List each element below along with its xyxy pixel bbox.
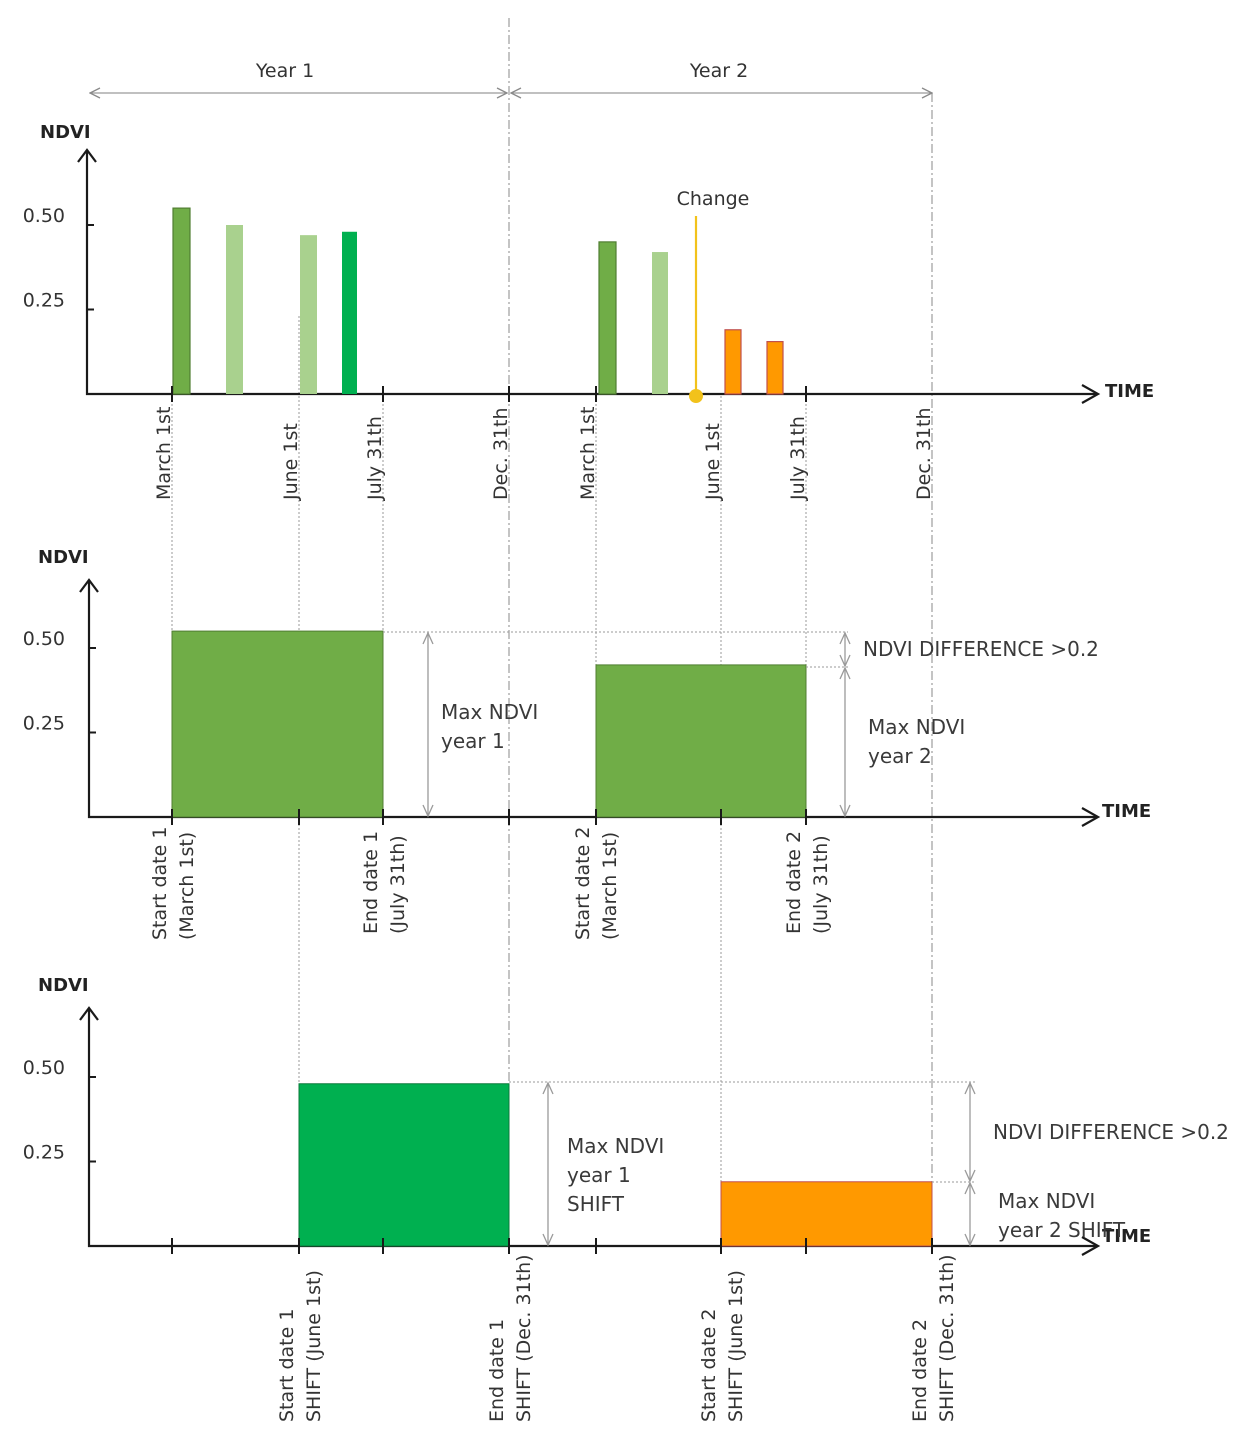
ndvi-bar	[342, 231, 357, 394]
year2-label: Year 2	[689, 60, 748, 82]
max-ndvi-block	[720, 1181, 933, 1247]
panel2-ylabel: NDVI	[38, 547, 89, 568]
panel3-window-labels: Start date 1 SHIFT (June 1st) End date 1…	[276, 1254, 958, 1422]
panel2-x-ticks	[171, 809, 807, 825]
panel-observed: NDVI TIME 0.25 0.50 Change March 1st June…	[23, 122, 1155, 501]
window-start-label: Start date 2	[698, 1309, 720, 1422]
panel-shifted-window: NDVI TIME 0.250.50 NDVI DIFFERENCE >0.2 …	[23, 975, 1229, 1422]
panel3-max2-line2: year 2 SHIFT	[998, 1218, 1126, 1242]
change-dot	[689, 389, 703, 403]
max-ndvi-block	[171, 630, 384, 818]
max-ndvi-block	[595, 664, 807, 818]
window-start-label: Start date 1	[276, 1309, 298, 1422]
panel1-ylabel: NDVI	[40, 122, 91, 143]
panel3-difference-label: NDVI DIFFERENCE >0.2	[993, 1120, 1229, 1144]
window-end-label: End date 2	[909, 1319, 931, 1422]
ndvi-bar	[652, 252, 668, 394]
panel3-max1-line2: year 1	[567, 1163, 631, 1187]
year1-label: Year 1	[255, 60, 314, 82]
date-label: June 1st	[280, 423, 302, 501]
window-start-sub: SHIFT (June 1st)	[725, 1270, 747, 1422]
y-tick-label: 0.25	[23, 290, 65, 312]
window-end-label: End date 1	[486, 1319, 508, 1422]
date-label: July 31th	[364, 416, 386, 501]
window-end-sub: SHIFT (Dec. 31th)	[513, 1254, 535, 1422]
date-label: Dec. 31th	[490, 407, 512, 500]
panel3-xlabel: TIME	[1102, 1226, 1151, 1247]
ndvi-bar	[766, 341, 784, 395]
panel2-max2-line2: year 2	[868, 744, 932, 768]
window-end-sub: (July 31th)	[810, 835, 832, 934]
panel2-x-arrow-icon	[1081, 807, 1101, 827]
window-start-sub: SHIFT (June 1st)	[303, 1270, 325, 1422]
window-end-sub: SHIFT (Dec. 31th)	[936, 1254, 958, 1422]
date-label: Dec. 31th	[913, 407, 935, 500]
panel3-x-ticks	[171, 1238, 933, 1254]
panel2-window-labels: Start date 1 (March 1st) End date 1 (Jul…	[149, 827, 832, 940]
panel3-ylabel: NDVI	[38, 975, 89, 996]
ndvi-bar	[300, 235, 317, 394]
window-end-sub: (July 31th)	[387, 835, 409, 934]
panel1-axes	[77, 148, 1097, 396]
window-start-label: Start date 2	[572, 827, 594, 940]
window-start-sub: (March 1st)	[176, 832, 198, 940]
window-end-label: End date 2	[783, 831, 805, 934]
panel2-difference-label: NDVI DIFFERENCE >0.2	[863, 637, 1099, 661]
date-label: March 1st	[577, 407, 599, 500]
ndvi-bar	[226, 225, 243, 394]
year-span-header: Year 1 Year 2	[90, 60, 932, 93]
panel3-max1-line3: SHIFT	[567, 1192, 625, 1216]
panel2-max2-line1: Max NDVI	[868, 715, 965, 739]
panel3-max1-line1: Max NDVI	[567, 1134, 664, 1158]
panel1-date-labels: March 1st June 1st July 31th Dec. 31th M…	[153, 407, 935, 501]
window-start-sub: (March 1st)	[599, 832, 621, 940]
change-label: Change	[677, 188, 750, 210]
date-label: June 1st	[702, 423, 724, 501]
panel1-xlabel: TIME	[1105, 381, 1154, 402]
date-label: March 1st	[153, 407, 175, 500]
window-start-label: Start date 1	[149, 827, 171, 940]
ndvi-bar	[724, 329, 742, 395]
panel3-x-arrow-icon	[1081, 1236, 1101, 1256]
panel2-max1-line2: year 1	[441, 729, 505, 753]
panel1-x-arrow-icon	[1081, 384, 1101, 404]
panel2-max1-line1: Max NDVI	[441, 700, 538, 724]
window-end-label: End date 1	[360, 831, 382, 934]
panel2-xlabel: TIME	[1102, 801, 1151, 822]
y-tick-label: 0.50	[23, 1057, 65, 1079]
date-label: July 31th	[787, 416, 809, 501]
ndvi-bar	[598, 241, 617, 395]
panel3-max2-line1: Max NDVI	[998, 1189, 1095, 1213]
change-marker: Change	[677, 188, 750, 403]
panel1-x-ticks	[171, 386, 807, 402]
max-ndvi-block	[298, 1083, 510, 1247]
y-tick-label: 0.50	[23, 205, 65, 227]
ndvi-bar	[172, 207, 191, 395]
y-tick-label: 0.50	[23, 628, 65, 650]
y-tick-label: 0.25	[23, 713, 65, 735]
y-tick-label: 0.25	[23, 1142, 65, 1164]
panel-fixed-window: NDVI TIME 0.250.50 NDVI DIFFERENCE >0.2 …	[23, 547, 1152, 940]
